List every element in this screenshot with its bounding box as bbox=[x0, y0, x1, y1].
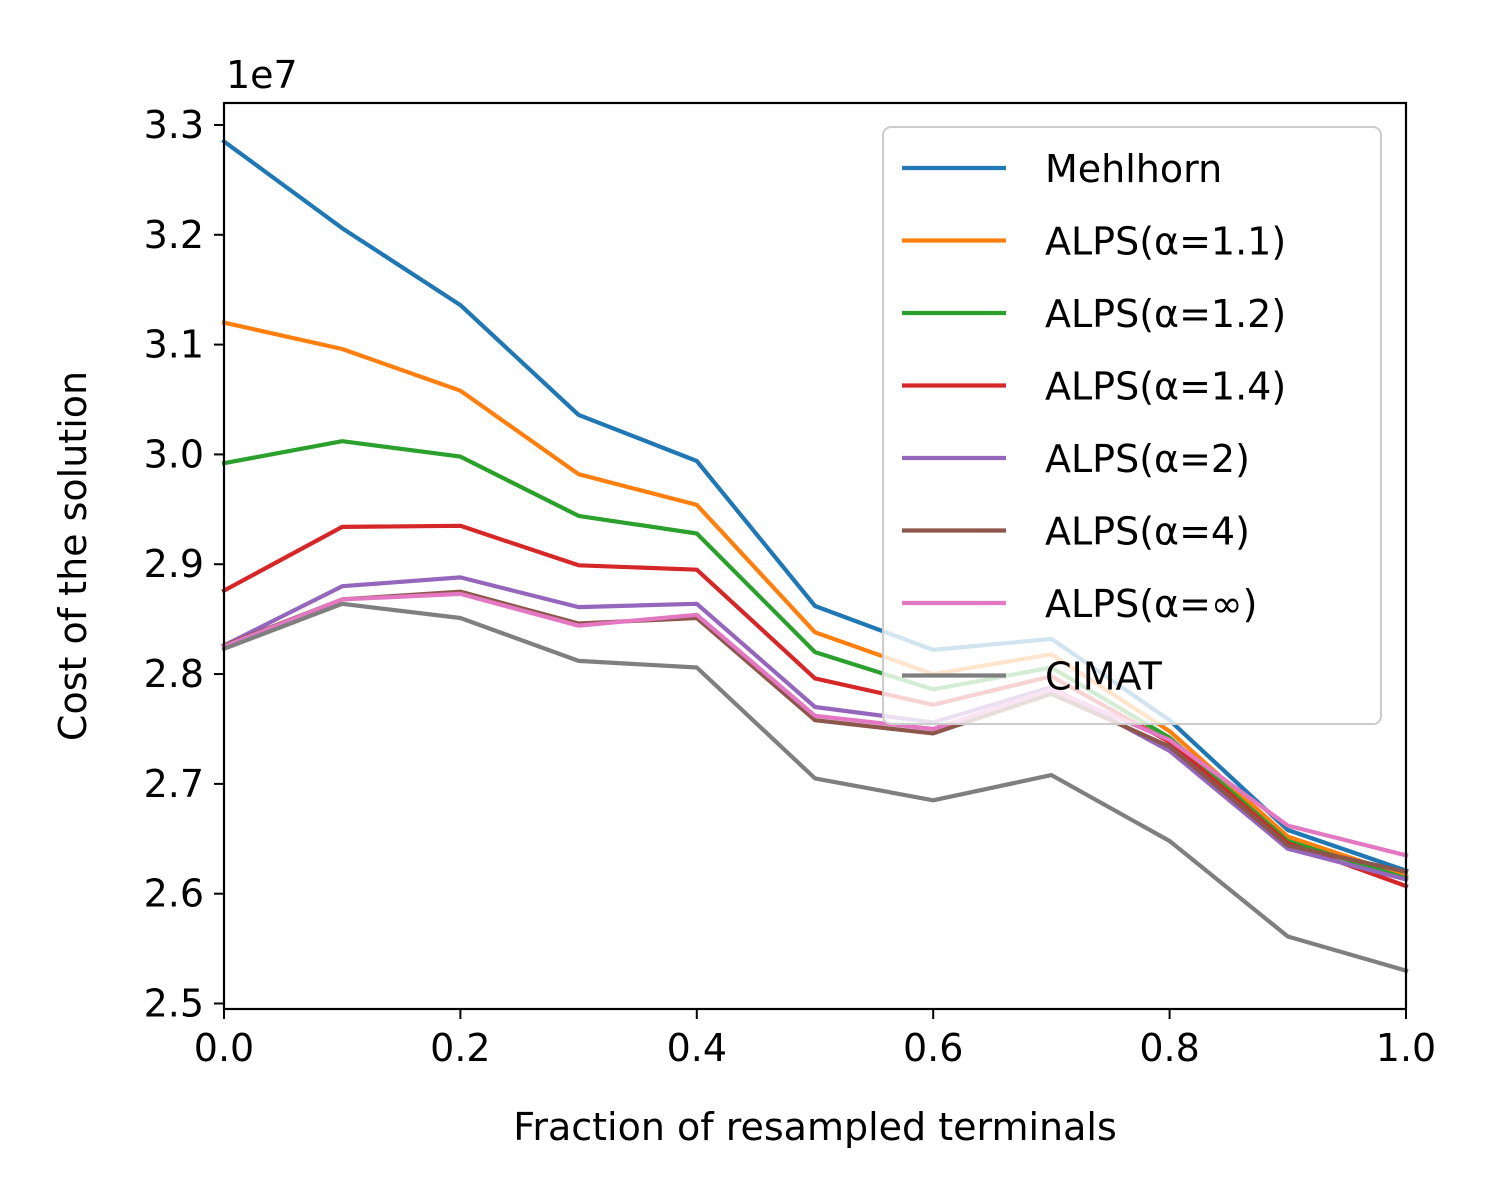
y-axis-title: Cost of the solution bbox=[51, 371, 95, 741]
x-axis: 0.0 0.2 0.4 0.6 0.8 1.0 bbox=[194, 1009, 1436, 1070]
x-tick-label: 0.8 bbox=[1139, 1026, 1199, 1070]
y-tick-label: 2.9 bbox=[144, 542, 204, 586]
legend-label-0: Mehlhorn bbox=[1045, 147, 1222, 191]
legend-label-3: ALPS(α=1.4) bbox=[1045, 365, 1286, 409]
y-tick-label: 3.2 bbox=[144, 213, 204, 257]
x-tick-label: 1.0 bbox=[1376, 1026, 1436, 1070]
y-tick-label: 3.3 bbox=[144, 103, 204, 147]
y-axis: 2.5 2.6 2.7 2.8 2.9 3.0 3.1 3.2 3.3 bbox=[144, 103, 224, 1026]
x-tick-label: 0.0 bbox=[194, 1026, 254, 1070]
legend-label-7: CIMAT bbox=[1045, 655, 1163, 699]
x-tick-label: 0.6 bbox=[903, 1026, 963, 1070]
y-tick-label: 3.0 bbox=[144, 432, 204, 476]
series-line-6 bbox=[221, 591, 1409, 858]
x-axis-title: Fraction of resampled terminals bbox=[513, 1105, 1117, 1149]
y-tick-label: 2.7 bbox=[144, 762, 204, 806]
legend-label-1: ALPS(α=1.1) bbox=[1045, 220, 1286, 264]
legend-box bbox=[882, 126, 1382, 725]
y-tick-label: 2.5 bbox=[144, 982, 204, 1026]
legend-label-6: ALPS(α=∞) bbox=[1045, 582, 1257, 626]
series-line-0 bbox=[221, 138, 1409, 874]
legend-label-2: ALPS(α=1.2) bbox=[1045, 292, 1286, 336]
y-offset-label: 1e7 bbox=[226, 53, 298, 97]
series-line-7 bbox=[221, 601, 1409, 974]
y-tick-label: 3.1 bbox=[144, 323, 204, 367]
x-tick-label: 0.2 bbox=[430, 1026, 490, 1070]
plot-frame bbox=[222, 101, 1408, 1011]
x-tick-label: 0.4 bbox=[667, 1026, 727, 1070]
series-line-2 bbox=[221, 439, 1409, 881]
y-tick-label: 2.8 bbox=[144, 652, 204, 696]
series-line-4 bbox=[221, 575, 1409, 882]
legend-label-5: ALPS(α=4) bbox=[1045, 510, 1250, 554]
legend: Mehlhorn ALPS(α=1.1) ALPS(α=1.2) ALPS(α=1.4… bbox=[882, 126, 1382, 725]
legend-label-4: ALPS(α=2) bbox=[1045, 437, 1250, 481]
series-line-3 bbox=[221, 523, 1409, 889]
series-lines bbox=[221, 138, 1409, 974]
y-tick-label: 2.6 bbox=[144, 872, 204, 916]
